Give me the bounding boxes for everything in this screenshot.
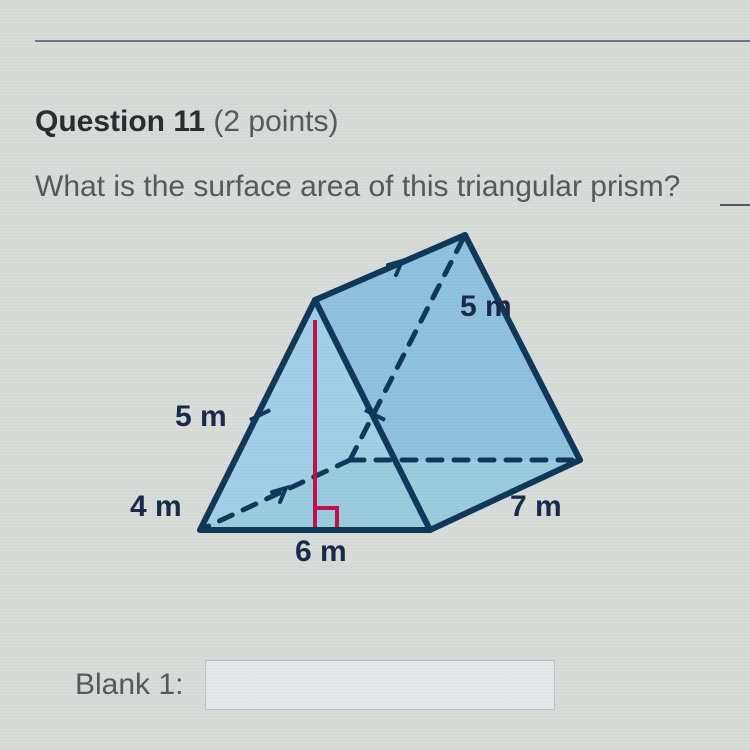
label-height: 4 m [130, 490, 182, 524]
question-number: Question 11 [35, 105, 205, 138]
label-depth: 7 m [510, 490, 562, 524]
answer-input[interactable] [205, 660, 555, 710]
label-base: 6 m [295, 535, 347, 569]
answer-row: Blank 1: [75, 660, 555, 710]
section-divider [35, 40, 750, 42]
blank-label: Blank 1: [75, 668, 183, 702]
label-slant-left: 5 m [175, 400, 227, 434]
question-header: Question 11 (2 points) [35, 105, 338, 139]
question-points: (2 points) [213, 105, 338, 138]
answer-underline [720, 204, 750, 206]
prism-figure: 5 m 5 m 4 m 7 m 6 m [130, 230, 610, 570]
question-prompt: What is the surface area of this triangu… [35, 170, 680, 204]
label-slant-right: 5 m [460, 290, 512, 324]
